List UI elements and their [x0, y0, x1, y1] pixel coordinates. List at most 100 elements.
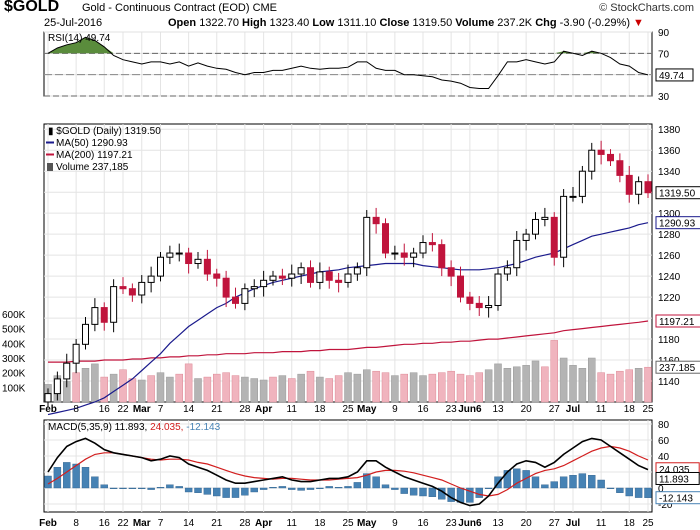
- volume-last-value-tag: 237.185: [655, 360, 700, 374]
- price-candle: [128, 288, 136, 296]
- macd-histogram-bar: [456, 487, 465, 503]
- volume-tick-label: 400K: [2, 339, 26, 350]
- volume-bar: [513, 366, 521, 403]
- volume-bar: [184, 363, 193, 403]
- price-candle: [625, 174, 633, 195]
- volume-bar: [222, 372, 230, 403]
- macd-histogram-bar: [269, 487, 277, 489]
- high-label: High: [242, 17, 267, 29]
- ma50-legend: MA(50) 1290.93: [56, 138, 128, 149]
- volume-bar: [644, 366, 652, 403]
- macd-legend-label: MACD(5,35,9) 11.893, 24.035, -12.143: [48, 422, 221, 433]
- quote-date: 25-Jul-2016: [44, 17, 103, 29]
- volume-bar: [250, 378, 258, 403]
- rsi-last-value-tag-box: [655, 68, 694, 82]
- price-x-tick-label: 8: [73, 404, 79, 415]
- macd-histogram-bar: [316, 487, 324, 490]
- price-x-tick-label: Apr: [255, 404, 272, 415]
- rsi-tick-label: 90: [658, 28, 670, 39]
- price-candle: [307, 267, 314, 283]
- volume-bar: [109, 373, 118, 403]
- volume-bar: [100, 376, 108, 403]
- low-value: 1311.10: [337, 17, 377, 29]
- description-text: Gold - Continuous Contract (EOD): [82, 2, 250, 14]
- volume-bar: [316, 376, 324, 403]
- price-candle: [185, 252, 193, 265]
- macd-x-tick-label: 20: [521, 518, 533, 529]
- macd-histogram-bar: [409, 487, 418, 496]
- macd-signal-last-tag: 24.035: [655, 462, 700, 476]
- price-candle: [147, 275, 155, 283]
- macd-histogram-bar: [147, 487, 155, 490]
- price-candle: [438, 244, 446, 269]
- macd-x-tick-label: 25: [642, 518, 654, 529]
- volume-bar: [503, 368, 512, 403]
- volume-bar: [559, 357, 568, 403]
- symbol-description: Gold - Continuous Contract (EOD) CME: [82, 2, 277, 14]
- macd-histogram-bar: [81, 467, 90, 489]
- rsi-last-value-tag-text: 49.74: [659, 71, 684, 82]
- price-candle: [475, 302, 483, 309]
- price-x-tick-label: 9: [392, 404, 398, 415]
- volume-bar: [456, 373, 465, 403]
- price-x-tick-label: 20: [521, 404, 533, 415]
- price-x-tick-label: 16: [99, 404, 111, 415]
- rsi-tick-label: 70: [658, 49, 670, 60]
- macd-hist-last-tag-text: -12.143: [659, 494, 693, 505]
- macd-x-tick-label: 18: [314, 518, 326, 529]
- price-candle: [82, 323, 89, 345]
- macd-tick-label: 0: [658, 484, 664, 495]
- macd-histogram-bar: [259, 487, 268, 490]
- volume-bar: [400, 373, 408, 403]
- price-candle: [166, 252, 174, 258]
- high-value: 1323.40: [269, 17, 310, 29]
- volume-bar: [363, 369, 371, 403]
- price-x-tick-label: 25: [642, 404, 654, 415]
- price-candle: [232, 296, 239, 304]
- price-x-tick-label: Mar: [133, 404, 151, 415]
- volume-bar: [278, 375, 287, 403]
- macd-histogram-bar: [175, 486, 183, 489]
- price-candle: [53, 378, 61, 395]
- price-candle: [391, 252, 399, 255]
- price-candle: [157, 256, 164, 277]
- macd-histogram-bar: [616, 487, 624, 494]
- price-tick-label: 1360: [658, 146, 681, 157]
- macd-signal-last-tag-text: 24.035: [659, 465, 690, 476]
- price-candle: [138, 281, 146, 296]
- price-x-tick-label: Jun6: [458, 404, 482, 415]
- price-candle: [100, 307, 108, 323]
- close-label: Close: [379, 17, 410, 29]
- macd-histogram-bar: [222, 487, 230, 498]
- macd-x-tick-label: 28: [239, 518, 251, 529]
- volume-tick-label: 500K: [2, 325, 26, 336]
- macd-x-tick-label: 27: [549, 518, 561, 529]
- macd-histogram-bar: [128, 487, 137, 490]
- open-label: Open: [168, 17, 197, 29]
- macd-histogram-bar: [184, 487, 193, 493]
- macd-x-tick-label: 25: [342, 518, 354, 529]
- price-candle: [335, 279, 343, 283]
- price-x-tick-label: 22: [117, 404, 129, 415]
- price-x-tick-label: 23: [446, 404, 458, 415]
- volume-bar: [438, 372, 446, 403]
- macd-histogram-bar: [297, 487, 305, 491]
- volume-bar: [147, 375, 155, 403]
- macd-histogram-bar: [381, 484, 390, 489]
- volume-bar: [344, 372, 352, 403]
- macd-histogram-bar: [475, 487, 483, 498]
- volume-bar: [531, 360, 540, 403]
- volume-tick-label: 300K: [2, 354, 26, 365]
- price-candle: [316, 271, 324, 283]
- ma200-last-value-tag-text: 1197.21: [659, 317, 695, 328]
- macd-histogram-bar: [372, 476, 380, 489]
- volume-bar: [428, 373, 437, 403]
- price-candle: [597, 149, 605, 155]
- macd-x-tick-label: Jul: [566, 518, 581, 529]
- macd-x-tick-label: 22: [117, 518, 129, 529]
- price-tick-label: 1240: [658, 272, 681, 283]
- macd-hist-last-tag: -12.143: [655, 491, 700, 505]
- price-candle: [466, 296, 474, 304]
- change-value: -3.90 (-0.29%): [559, 17, 630, 29]
